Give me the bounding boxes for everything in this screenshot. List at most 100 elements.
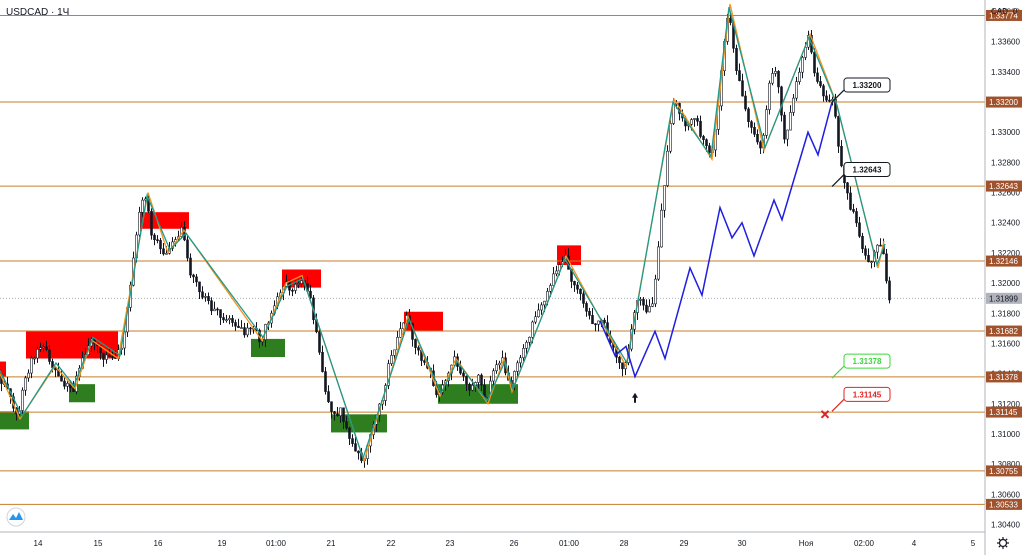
candle-body	[543, 300, 546, 306]
candle-body	[297, 283, 300, 285]
zigzag-teal-line	[0, 6, 886, 461]
level-price-label: 1.33200	[989, 98, 1018, 107]
callout-pointer	[831, 174, 845, 187]
candle-body	[213, 308, 216, 312]
price-tick-label: 1.31800	[991, 309, 1020, 318]
candle-body	[309, 290, 312, 299]
candle-body	[747, 108, 750, 122]
candle-body	[33, 357, 36, 360]
candle-body	[540, 304, 543, 311]
candle-body	[336, 413, 339, 417]
candle-body	[63, 380, 66, 387]
candle-body	[591, 315, 594, 325]
candle-body	[783, 114, 786, 140]
candle-body	[669, 123, 672, 152]
price-callout[interactable]: 1.31378	[831, 353, 891, 379]
candle-body	[696, 118, 699, 122]
candle-body	[768, 82, 771, 110]
candle-body	[801, 57, 804, 73]
currency-indicator[interactable]: CAD 0	[991, 7, 1018, 16]
candle-body	[192, 274, 195, 278]
price-callout[interactable]: 1.32643	[831, 162, 891, 187]
tradingview-logo-icon[interactable]	[6, 507, 26, 527]
candle-body	[549, 285, 552, 292]
callout-box	[843, 353, 891, 369]
time-tick-label: 01:00	[266, 539, 287, 548]
candle-body	[393, 349, 396, 356]
candle-body	[861, 235, 864, 250]
candle-body	[237, 325, 240, 328]
time-tick-label: 15	[94, 539, 103, 548]
candle-body	[495, 364, 498, 372]
candle-body	[354, 443, 357, 452]
price-tick-label: 1.33400	[991, 68, 1020, 77]
candle-body	[816, 72, 819, 82]
demand-zone	[331, 414, 387, 433]
candle-body	[531, 321, 534, 338]
candle-body	[594, 323, 597, 326]
candle-body	[798, 71, 801, 82]
candle-body	[795, 81, 798, 99]
candle-body	[522, 347, 525, 359]
current-price-tag	[986, 292, 1022, 304]
time-tick-label: 21	[327, 539, 336, 548]
candle-body	[603, 319, 606, 323]
price-tick-label: 1.33600	[991, 38, 1020, 47]
candle-body	[777, 71, 780, 88]
candle-body	[885, 253, 888, 282]
time-tick-label: 23	[446, 539, 455, 548]
candle-body	[870, 261, 873, 263]
candle-body	[210, 300, 213, 312]
candle-body	[204, 296, 207, 298]
candle-body	[186, 239, 189, 259]
time-tick-label: 28	[620, 539, 629, 548]
level-price-label: 1.32643	[989, 182, 1018, 191]
candle-body	[537, 309, 540, 318]
time-tick-label: 4	[912, 539, 917, 548]
price-tick-label: 1.32400	[991, 219, 1020, 228]
candle-body	[324, 371, 327, 392]
level-price-tag	[986, 325, 1022, 337]
callout-text: 1.31378	[853, 357, 882, 366]
time-tick-label: 26	[510, 539, 519, 548]
candle-body	[744, 95, 747, 110]
callout-box	[843, 77, 891, 93]
candle-body	[72, 387, 75, 392]
candle-body	[468, 383, 471, 391]
price-tick-label: 1.31200	[991, 400, 1020, 409]
symbol-label[interactable]: USDCAD · 1Ч	[6, 7, 69, 18]
candle-body	[708, 145, 711, 154]
price-axis[interactable]	[985, 0, 1024, 555]
candle-body	[195, 276, 198, 283]
currency-label: CAD	[991, 7, 1008, 16]
candle-body	[45, 346, 48, 350]
candle-body	[528, 336, 531, 343]
candle-body	[414, 339, 417, 348]
candle-body	[330, 401, 333, 412]
candle-body	[828, 99, 831, 102]
candle-body	[339, 407, 342, 417]
settings-gear-icon[interactable]	[997, 537, 1009, 549]
candle-body	[348, 427, 351, 439]
candle-body	[780, 86, 783, 116]
price-callout[interactable]: 1.31145	[831, 386, 891, 412]
candle-body	[756, 134, 759, 143]
candle-body	[351, 438, 354, 444]
price-labels-layer: 1.33774 1.33200 1.32643 1.32146 1.31682 1.313…	[986, 9, 1022, 510]
candle-body	[42, 346, 45, 349]
candle-body	[741, 80, 744, 97]
candle-body	[234, 322, 237, 327]
level-price-label: 1.32146	[989, 257, 1018, 266]
callout-box	[843, 162, 891, 178]
price-callout[interactable]: 1.33200	[831, 77, 891, 103]
candle-body	[771, 73, 774, 84]
candle-body	[786, 129, 789, 140]
candle-body	[417, 347, 420, 351]
candle-body	[159, 240, 162, 250]
candle-body	[333, 411, 336, 414]
candle-body	[201, 291, 204, 298]
demand-zone	[251, 338, 285, 358]
candle-body	[519, 357, 522, 364]
level-price-tag	[986, 498, 1022, 510]
